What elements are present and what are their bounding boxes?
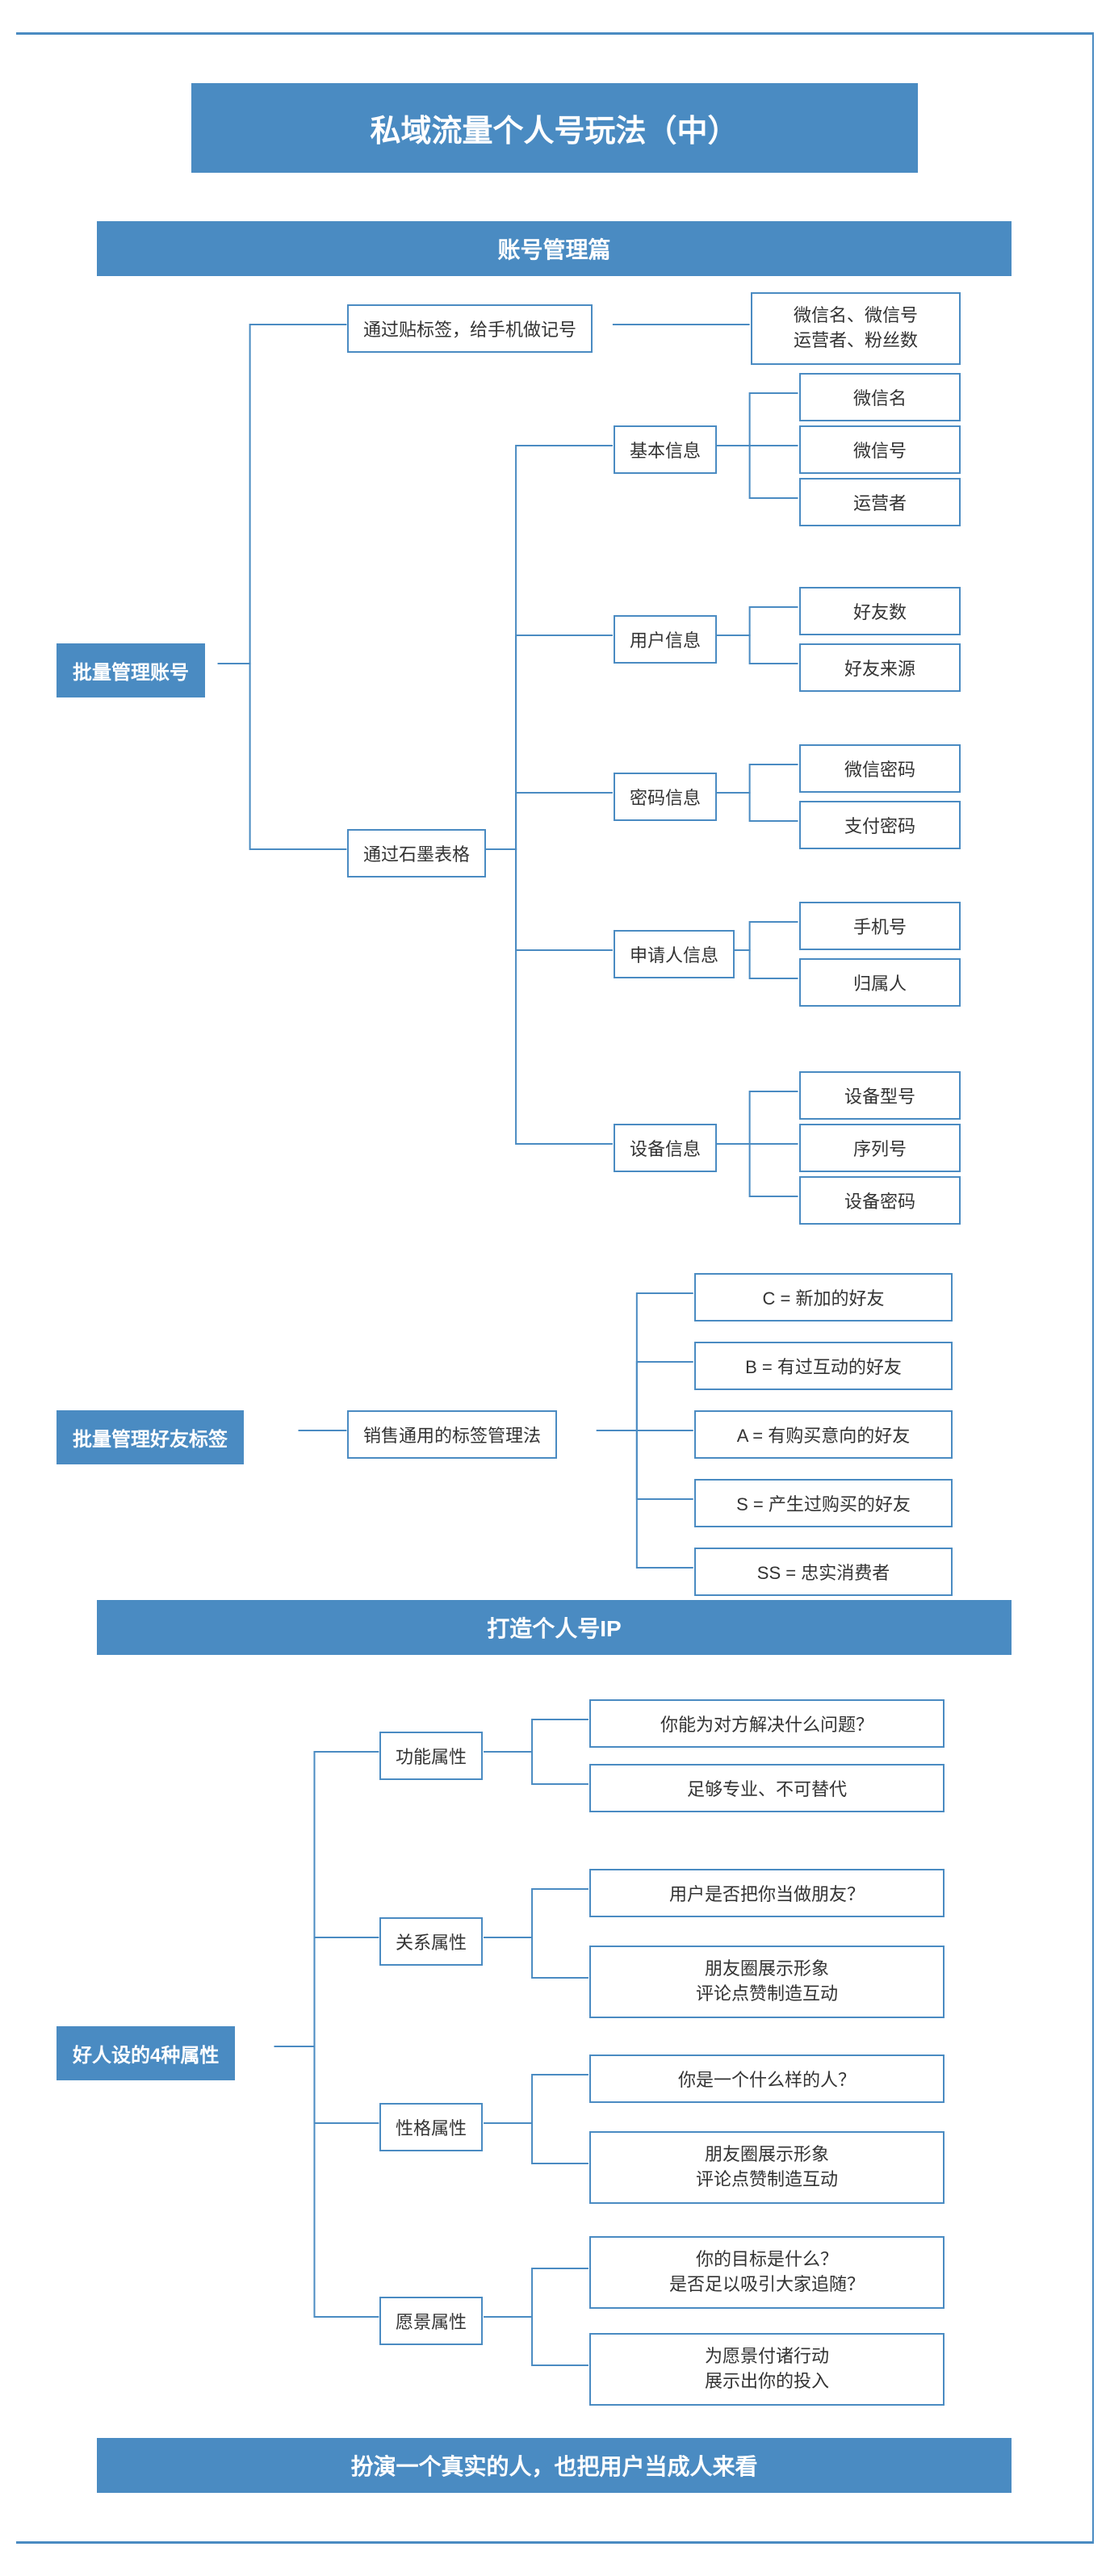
leaf-operator: 运营者	[799, 478, 961, 526]
section-header-2: 打造个人号IP	[97, 1600, 1012, 1655]
leaf-friend-source: 好友来源	[799, 643, 961, 692]
leaf-serial: 序列号	[799, 1124, 961, 1172]
leaf-phone-num: 手机号	[799, 902, 961, 950]
leaf-tag-ss: SS = 忠实消费者	[694, 1548, 953, 1596]
leaf-tag-s: S = 产生过购买的好友	[694, 1479, 953, 1527]
diagram-container: 私域流量个人号玩法（中） 账号管理篇	[16, 32, 1094, 2544]
node-applicant-info: 申请人信息	[614, 930, 735, 978]
leaf-tag-a: A = 有购买意向的好友	[694, 1410, 953, 1459]
section-2-canvas: 好人设的4种属性 功能属性 你能为对方解决什么问题？ 足够专业、不可替代 关系属…	[48, 1671, 1060, 2438]
section-header-1: 账号管理篇	[97, 221, 1012, 276]
root-batch-account: 批量管理账号	[57, 643, 205, 697]
leaf-wechat-pwd: 微信密码	[799, 744, 961, 793]
section-2-footer: 扮演一个真实的人，也把用户当成人来看	[97, 2438, 1012, 2493]
leaf-func-q: 你能为对方解决什么问题？	[589, 1699, 945, 1748]
node-personality-attr: 性格属性	[379, 2103, 483, 2151]
node-tag-phone: 通过贴标签，给手机做记号	[347, 304, 593, 353]
node-relation-attr: 关系属性	[379, 1917, 483, 1966]
leaf-phone-info: 微信名、微信号运营者、粉丝数	[751, 292, 961, 365]
leaf-vis-a: 为愿景付诸行动展示出你的投入	[589, 2333, 945, 2406]
node-device-info: 设备信息	[614, 1124, 717, 1172]
node-sales-tag-method: 销售通用的标签管理法	[347, 1410, 557, 1459]
leaf-device-model: 设备型号	[799, 1071, 961, 1120]
node-basic-info: 基本信息	[614, 425, 717, 474]
leaf-tag-b: B = 有过互动的好友	[694, 1342, 953, 1390]
leaf-pay-pwd: 支付密码	[799, 801, 961, 849]
section-1-canvas: 批量管理账号 通过贴标签，给手机做记号 微信名、微信号运营者、粉丝数 通过石墨表…	[48, 276, 1060, 1600]
leaf-rel-q: 用户是否把你当做朋友？	[589, 1869, 945, 1917]
leaf-rel-a: 朋友圈展示形象评论点赞制造互动	[589, 1946, 945, 2018]
leaf-vis-q: 你的目标是什么？是否足以吸引大家追随？	[589, 2236, 945, 2309]
node-password-info: 密码信息	[614, 773, 717, 821]
main-title: 私域流量个人号玩法（中）	[191, 83, 918, 173]
leaf-func-a: 足够专业、不可替代	[589, 1764, 945, 1812]
leaf-tag-c: C = 新加的好友	[694, 1273, 953, 1322]
leaf-wechat-name: 微信名	[799, 373, 961, 421]
node-vision-attr: 愿景属性	[379, 2297, 483, 2345]
node-shimo: 通过石墨表格	[347, 829, 486, 878]
root-batch-tags: 批量管理好友标签	[57, 1410, 244, 1464]
leaf-device-pwd: 设备密码	[799, 1176, 961, 1225]
node-function-attr: 功能属性	[379, 1732, 483, 1780]
leaf-friend-count: 好友数	[799, 587, 961, 635]
leaf-pers-a: 朋友圈展示形象评论点赞制造互动	[589, 2131, 945, 2204]
leaf-pers-q: 你是一个什么样的人？	[589, 2055, 945, 2103]
node-user-info: 用户信息	[614, 615, 717, 664]
leaf-owner: 归属人	[799, 958, 961, 1007]
root-persona-4attrs: 好人设的4种属性	[57, 2026, 235, 2080]
leaf-wechat-id: 微信号	[799, 425, 961, 474]
